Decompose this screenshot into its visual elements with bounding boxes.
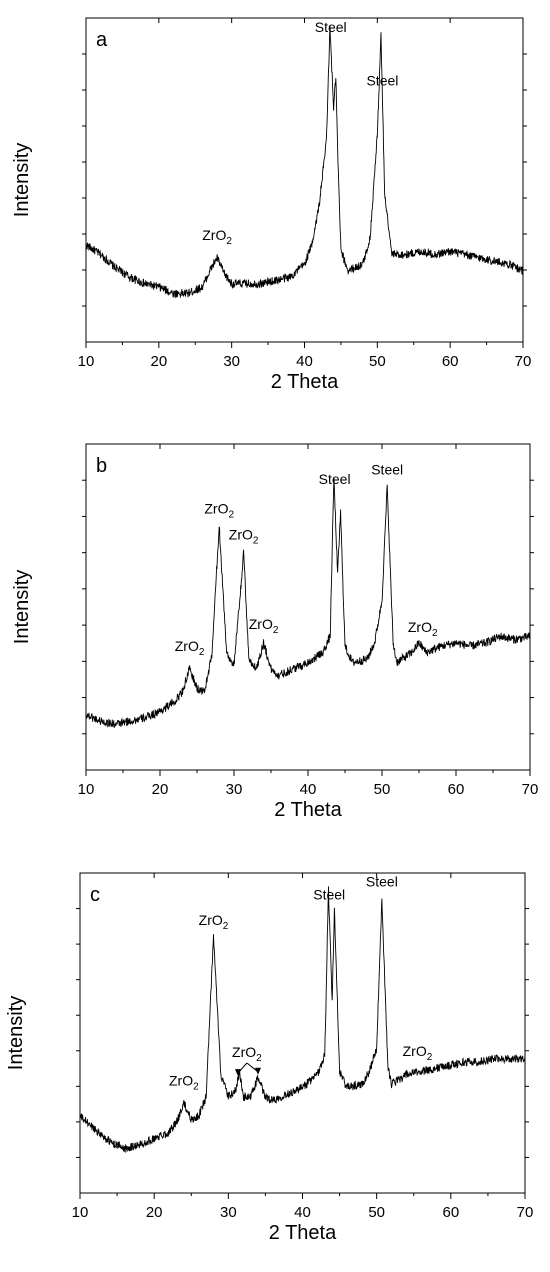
x-tick-label: 20 — [150, 353, 167, 370]
x-tick-label: 50 — [368, 1204, 385, 1221]
annotation-arrowhead — [255, 1067, 261, 1075]
peak-label-steel: Steel — [313, 886, 345, 902]
peak-label-steel: Steel — [371, 461, 403, 477]
annotation-arrowhead — [234, 1069, 241, 1077]
peak-label-subscript: 2 — [273, 625, 279, 636]
series-line-a-0 — [85, 25, 524, 299]
series-line-b-0 — [85, 477, 531, 728]
x-tick-label: 40 — [300, 781, 317, 798]
peak-label-subscript: 2 — [427, 1052, 433, 1063]
peak-label-subscript: 2 — [253, 536, 259, 547]
peak-label-subscript: 2 — [223, 921, 229, 932]
x-tick-label: 40 — [294, 1204, 311, 1221]
peak-label-text: ZrO — [408, 619, 432, 635]
peak-label-steel: Steel — [315, 19, 347, 35]
x-tick-label: 40 — [296, 353, 313, 370]
x-tick-label: 20 — [146, 1204, 163, 1221]
x-tick-label: 60 — [448, 781, 465, 798]
x-tick-label: 60 — [442, 1204, 459, 1221]
chart-panel-a: 10 20 30 40 50 60 70 2 Theta Intensity a ZrO2 Steel… — [11, 17, 532, 393]
x-tick-label: 50 — [369, 353, 386, 370]
peak-label-text: ZrO — [169, 1072, 193, 1088]
x-tick-label: 70 — [515, 353, 532, 370]
x-tick-label: 30 — [226, 781, 243, 798]
y-axis-label: Intensity — [11, 570, 33, 644]
peak-label-text: ZrO — [202, 227, 226, 243]
x-tick-label: 70 — [522, 781, 539, 798]
plot-frame-c — [79, 872, 526, 1194]
x-axis-label: 2 Theta — [274, 799, 342, 821]
peak-label-text: Steel — [366, 874, 398, 890]
peak-label-zro2: ZrO2 — [199, 912, 229, 932]
x-tick-label: 30 — [223, 353, 240, 370]
x-tick-label: 50 — [374, 781, 391, 798]
x-axis-label: 2 Theta — [271, 371, 339, 393]
peak-label-steel: Steel — [366, 73, 398, 89]
chart-panel-b: 10 20 30 40 50 60 702 ThetaIntensitybZrO2ZrO2Z… — [11, 443, 539, 821]
peak-label-zro2: ZrO2 — [204, 501, 234, 521]
x-axis-label: 2 Theta — [269, 1222, 337, 1244]
peak-label-text: Steel — [315, 19, 347, 35]
peak-label-text: Steel — [319, 471, 351, 487]
peak-label-zro2: ZrO2 — [202, 227, 232, 247]
peak-label-text: ZrO — [199, 912, 223, 928]
peak-label-text: ZrO — [229, 527, 253, 543]
peak-label-text: Steel — [371, 461, 403, 477]
peak-label-subscript: 2 — [432, 628, 438, 639]
peak-label-text: ZrO — [204, 501, 228, 517]
peak-label-zro2: ZrO2 — [175, 638, 205, 658]
x-tick-label: 10 — [72, 1204, 89, 1221]
peak-label-text: ZrO — [249, 616, 273, 632]
peak-label-subscript: 2 — [199, 647, 205, 658]
chart-panel-c: 10 20 30 40 50 60 702 ThetaIntensitycZrO2ZrO2Z… — [5, 872, 534, 1244]
peak-label-text: ZrO — [232, 1044, 256, 1060]
peak-label-zro2: ZrO2 — [232, 1044, 262, 1064]
peak-label-zro2: ZrO2 — [403, 1043, 433, 1063]
x-tick-label: 10 — [78, 353, 95, 370]
peak-label-text: Steel — [313, 886, 345, 902]
peak-label-steel: Steel — [366, 874, 398, 890]
peak-label-subscript: 2 — [228, 510, 234, 521]
peak-label-text: ZrO — [175, 638, 199, 654]
peak-label-zro2: ZrO2 — [249, 616, 279, 636]
peak-label-subscript: 2 — [256, 1053, 262, 1064]
peak-label-text: ZrO — [403, 1043, 427, 1059]
x-tick-label: 60 — [442, 353, 459, 370]
x-tick-label: 70 — [517, 1204, 534, 1221]
panel-label-b: b — [96, 455, 107, 477]
x-tick-label: 20 — [152, 781, 169, 798]
plot-frame-b — [85, 443, 531, 771]
series-line-c-0 — [79, 886, 526, 1154]
peak-label-zro2: ZrO2 — [229, 527, 259, 547]
panel-label-c: c — [90, 884, 100, 906]
peak-label-subscript: 2 — [226, 236, 232, 247]
peak-label-steel: Steel — [319, 471, 351, 487]
peak-label-zro2: ZrO2 — [408, 619, 438, 639]
plot-frame-a — [85, 17, 524, 343]
peak-label-subscript: 2 — [193, 1081, 199, 1092]
x-tick-label: 30 — [220, 1204, 237, 1221]
peak-label-text: Steel — [366, 73, 398, 89]
x-tick-label: 10 — [78, 781, 95, 798]
y-axis-label: Intensity — [5, 996, 27, 1070]
panel-label-a: a — [96, 29, 108, 51]
peak-label-zro2: ZrO2 — [169, 1072, 199, 1092]
y-axis-label: Intensity — [11, 143, 33, 217]
